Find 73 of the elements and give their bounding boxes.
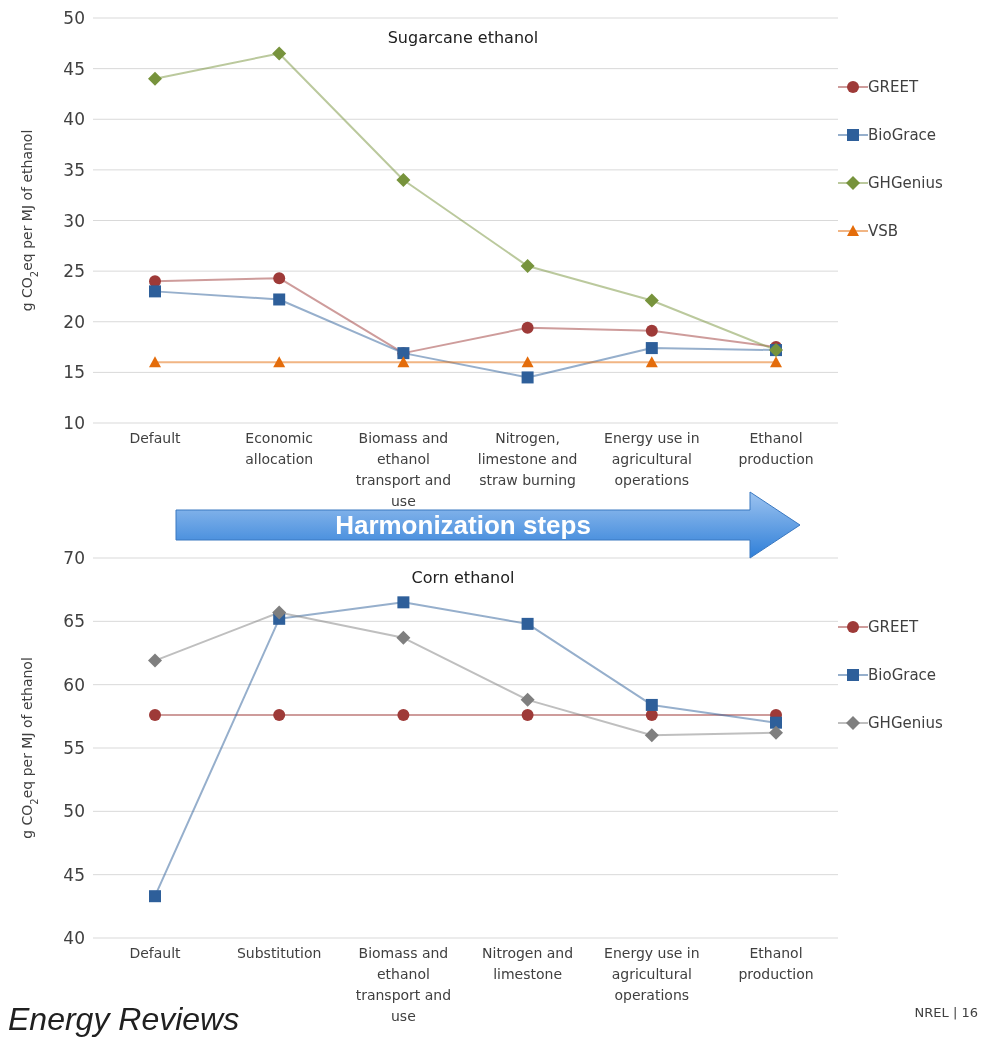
point bbox=[521, 356, 534, 368]
point bbox=[770, 716, 782, 729]
x-tick-label: Energy use in agricultural operations bbox=[604, 430, 700, 488]
text: Energy Reviews bbox=[8, 1001, 240, 1038]
point bbox=[148, 71, 162, 86]
x-tick-label: Economic allocation bbox=[245, 430, 314, 467]
point bbox=[397, 596, 410, 609]
y-tick-label: 70 bbox=[63, 548, 85, 569]
x-tick-label: Energy use in agricultural operations bbox=[604, 945, 700, 1003]
y-tick-label: 25 bbox=[63, 261, 85, 282]
x-tick-label: Default bbox=[129, 945, 182, 961]
point bbox=[149, 709, 161, 722]
point bbox=[521, 617, 534, 630]
text: Harmonization steps bbox=[334, 510, 592, 540]
y-tick-label: 45 bbox=[63, 864, 85, 885]
legend-label: BioGrace bbox=[868, 666, 937, 684]
point bbox=[645, 342, 658, 355]
point bbox=[645, 324, 658, 337]
x-tick-label: Nitrogen, limestone and straw burning bbox=[477, 430, 578, 488]
y-tick-label: 40 bbox=[63, 928, 85, 949]
point bbox=[273, 709, 286, 722]
text: Corn ethanol bbox=[410, 568, 516, 587]
point bbox=[645, 698, 658, 711]
point bbox=[272, 46, 287, 61]
legend-label: BioGrace bbox=[868, 126, 937, 144]
legend-label: GHGenius bbox=[868, 174, 943, 192]
y-tick-label: 65 bbox=[63, 611, 85, 632]
point bbox=[521, 371, 534, 384]
x-tick-label: Default bbox=[129, 430, 182, 446]
legend-label: GREET bbox=[868, 618, 919, 636]
text: NREL | 16 bbox=[914, 1005, 978, 1020]
text: Sugarcane ethanol bbox=[386, 28, 540, 47]
y-tick-label: 35 bbox=[63, 159, 85, 180]
point bbox=[273, 272, 286, 285]
point bbox=[149, 356, 161, 368]
point bbox=[273, 356, 286, 368]
point bbox=[273, 293, 286, 306]
point bbox=[272, 605, 287, 620]
point bbox=[396, 630, 411, 645]
y-tick-label: 50 bbox=[63, 801, 85, 822]
point bbox=[148, 653, 162, 668]
x-tick-label: Ethanol production bbox=[738, 945, 814, 982]
point bbox=[520, 259, 535, 274]
point bbox=[644, 728, 659, 743]
x-tick-label: Nitrogen and limestone bbox=[482, 945, 574, 982]
x-tick-label: Substitution bbox=[236, 945, 322, 961]
y-tick-label: 30 bbox=[63, 210, 85, 231]
point bbox=[521, 321, 534, 334]
point bbox=[149, 285, 161, 298]
point bbox=[644, 293, 659, 308]
y-tick-label: 40 bbox=[63, 109, 85, 130]
point bbox=[149, 890, 161, 903]
y-tick-label: 50 bbox=[63, 8, 85, 29]
legend-label: VSB bbox=[868, 222, 899, 240]
point bbox=[770, 356, 782, 368]
y-tick-label: 10 bbox=[63, 413, 85, 434]
y-tick-label: 15 bbox=[63, 362, 85, 383]
point bbox=[520, 692, 535, 707]
point bbox=[397, 709, 410, 722]
legend-label: GHGenius bbox=[868, 714, 943, 732]
point bbox=[769, 725, 783, 740]
x-tick-label: Biomass and ethanol transport and use bbox=[355, 430, 452, 509]
point bbox=[521, 709, 534, 722]
legend-label: GREET bbox=[868, 78, 919, 96]
y-tick-label: 60 bbox=[63, 674, 85, 695]
y-tick-label: 20 bbox=[63, 311, 85, 332]
y-tick-label: 45 bbox=[63, 58, 85, 79]
y-tick-label: 55 bbox=[63, 738, 85, 759]
point bbox=[397, 356, 410, 368]
x-tick-label: Ethanol production bbox=[738, 430, 814, 467]
x-tick-label: Biomass and ethanol transport and use bbox=[355, 945, 452, 1024]
point bbox=[645, 356, 658, 368]
point bbox=[396, 173, 411, 187]
